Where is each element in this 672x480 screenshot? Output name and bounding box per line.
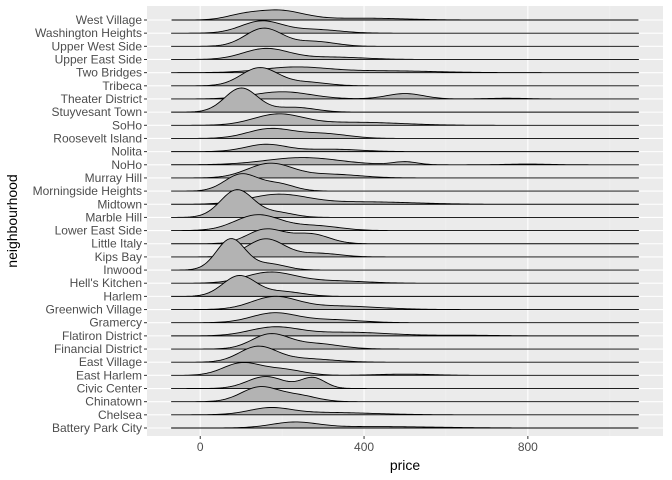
ridge-east-village [171, 345, 639, 363]
y-tick-label: Civic Center [77, 382, 142, 396]
y-tick-label: Kips Bay [95, 250, 142, 264]
y-tick-label: Inwood [103, 263, 142, 277]
ridge-tribeca [171, 67, 639, 87]
y-tick-label: Washington Heights [35, 26, 142, 40]
y-tick-label: Marble Hill [85, 210, 142, 224]
y-tick-label: Stuyvesant Town [52, 105, 143, 119]
y-tick-label: SoHo [112, 118, 142, 132]
y-tick-label: Two Bridges [76, 66, 142, 80]
y-tick-label: Upper West Side [52, 39, 143, 53]
ridge-flatiron-district [171, 326, 639, 337]
ridge-battery-park-city [171, 421, 639, 429]
ridge-inwood [171, 238, 639, 271]
y-tick-label: Midtown [97, 197, 142, 211]
ridge-marble-hill [171, 189, 639, 218]
ridge-chinatown [171, 386, 639, 403]
y-tick-label: East Harlem [76, 368, 142, 382]
y-tick-label: Harlem [103, 289, 142, 303]
x-tick-label: 800 [518, 440, 538, 454]
y-tick-label: Flatiron District [62, 329, 143, 343]
ridge-nolita [171, 143, 639, 153]
ridge-greenwich-village [171, 295, 639, 310]
y-tick-label: Little Italy [91, 237, 142, 251]
y-tick-label: Chinatown [85, 395, 142, 409]
y-tick-label: Financial District [54, 342, 143, 356]
ridge-lower-east-side [171, 214, 639, 232]
ridge-stuyvesant-town [171, 87, 639, 113]
x-axis-title: price [390, 457, 421, 473]
ridge-washington-heights [171, 20, 639, 34]
y-tick-label: Hell's Kitchen [70, 276, 142, 290]
y-tick-label: Lower East Side [55, 224, 143, 238]
ridge-morningside-heights [171, 173, 639, 192]
y-tick-label: NoHo [111, 158, 142, 172]
ridge-soho [171, 113, 639, 126]
ridge-roosevelt-island [171, 127, 639, 139]
y-tick-label: Tribeca [102, 79, 142, 93]
ridge-chelsea [171, 407, 639, 416]
y-tick-label: Roosevelt Island [53, 131, 142, 145]
ridge-little-italy [171, 228, 639, 245]
y-tick-label: Morningside Heights [33, 184, 142, 198]
y-tick-label: Upper East Side [55, 52, 143, 66]
ridge-murray-hill [171, 162, 639, 179]
y-tick-label: West Village [76, 13, 143, 27]
ridge-financial-district [171, 333, 639, 350]
x-axis: 0 400 800 [197, 436, 538, 454]
ridge-hell-s-kitchen [171, 271, 639, 284]
ridges [171, 9, 639, 429]
x-tick-label: 400 [354, 440, 374, 454]
ridge-kips-bay [171, 238, 639, 258]
x-tick-label: 0 [197, 440, 204, 454]
ridge-harlem [171, 274, 639, 297]
ridge-civic-center [171, 376, 639, 389]
y-tick-label: Chelsea [98, 408, 142, 422]
y-tick-label: Theater District [61, 92, 143, 106]
y-tick-label: Nolita [111, 145, 142, 159]
y-tick-label: Murray Hill [85, 171, 142, 185]
y-tick-label: Greenwich Village [46, 303, 143, 317]
y-tick-label: East Village [79, 355, 142, 369]
ridge-gramercy [171, 312, 639, 324]
ridge-noho [171, 157, 639, 166]
ridge-west-village [171, 9, 639, 21]
ridge-upper-west-side [171, 27, 639, 47]
y-axis-title: neighbourhood [4, 174, 20, 267]
y-tick-label: Gramercy [89, 316, 142, 330]
ridge-upper-east-side [171, 47, 639, 60]
ridge-east-harlem [171, 361, 639, 376]
y-tick-label: Battery Park City [52, 421, 142, 435]
